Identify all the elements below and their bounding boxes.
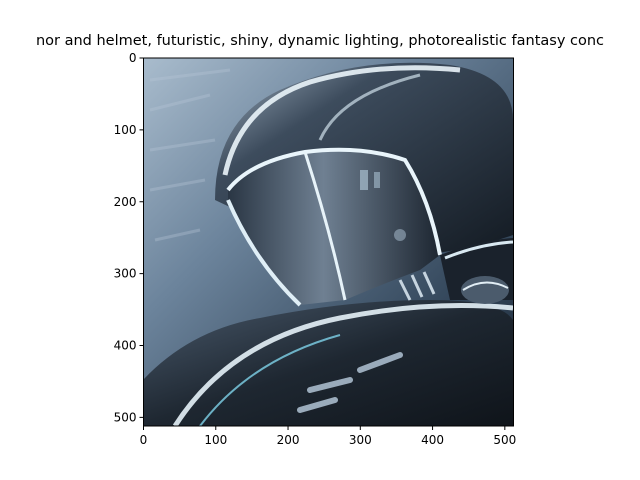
axes-frame <box>143 57 514 427</box>
figure-title: nor and helmet, futuristic, shiny, dynam… <box>35 33 605 49</box>
x-tick-label: 200 <box>277 433 300 447</box>
image-content <box>143 58 514 426</box>
y-tick-label: 300 <box>114 267 137 281</box>
y-tick-label: 200 <box>114 195 137 209</box>
y-tick-label: 500 <box>114 410 137 424</box>
x-tick-label: 300 <box>349 433 372 447</box>
y-tick-label: 0 <box>129 51 137 65</box>
y-axis: 0 100 200 300 400 500 <box>114 51 144 424</box>
y-tick-label: 100 <box>114 123 137 137</box>
x-tick-label: 100 <box>204 433 227 447</box>
x-axis: 0 100 200 300 400 500 <box>140 426 516 447</box>
x-tick-label: 500 <box>493 433 516 447</box>
y-tick-label: 400 <box>114 339 137 353</box>
x-tick-label: 0 <box>140 433 148 447</box>
x-tick-label: 400 <box>421 433 444 447</box>
